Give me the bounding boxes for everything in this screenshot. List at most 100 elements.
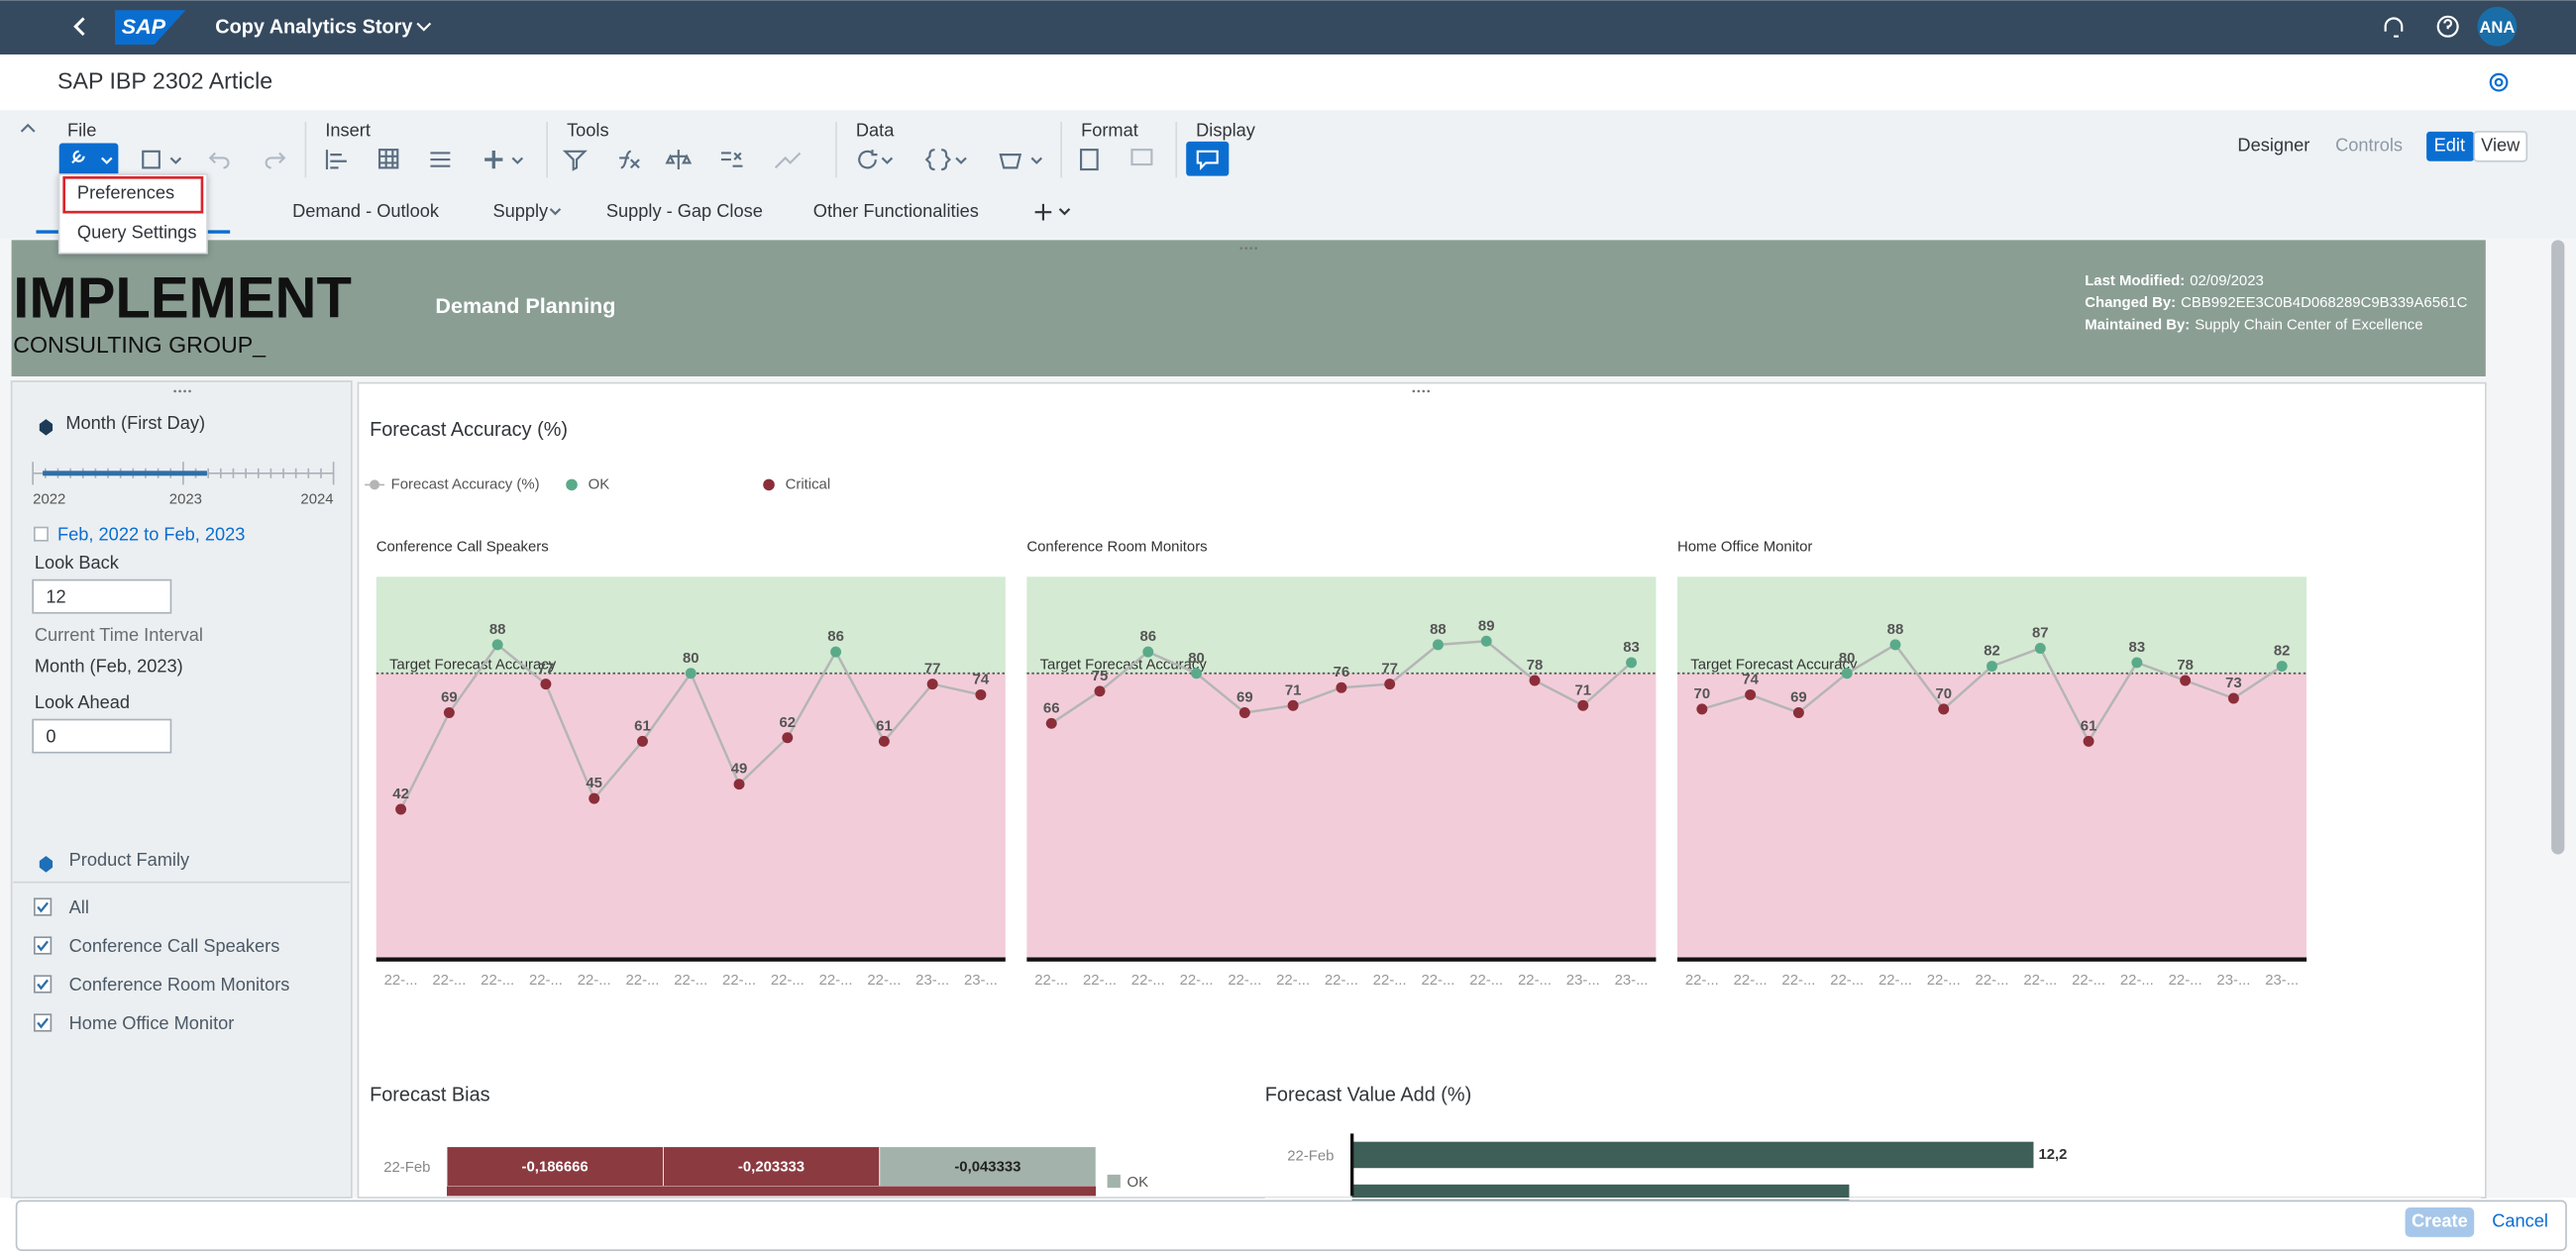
- app-title[interactable]: Copy Analytics Story: [215, 17, 412, 39]
- format-icon-2[interactable]: [1130, 149, 1153, 166]
- x-tick-label: 22-...: [1469, 972, 1503, 989]
- cancel-button[interactable]: Cancel: [2492, 1210, 2548, 1231]
- x-tick-label: 22-...: [771, 972, 805, 989]
- point: [1529, 675, 1541, 686]
- create-button[interactable]: [2405, 1207, 2475, 1237]
- help-icon[interactable]: [2436, 15, 2459, 38]
- cell-label: -0,043333: [954, 1158, 1020, 1175]
- legend-label: OK: [1127, 1174, 1149, 1191]
- data-label: 78: [1527, 657, 1544, 674]
- x-tick-label: 22-...: [432, 972, 466, 989]
- format-icon[interactable]: [1079, 149, 1099, 171]
- data-label: 71: [1285, 681, 1302, 698]
- back-button[interactable]: [73, 17, 85, 37]
- timeline-label: 2022: [33, 490, 65, 507]
- file-button[interactable]: [58, 143, 119, 176]
- add-icon[interactable]: [484, 150, 503, 169]
- data-label: 61: [2081, 717, 2097, 734]
- point: [2034, 643, 2046, 654]
- meta-line: Maintained By: Supply Chain Center of Exc…: [2085, 317, 2422, 334]
- cell-label: -0,203333: [738, 1158, 805, 1175]
- tab[interactable]: Other Functionalities: [813, 200, 979, 221]
- save-icon[interactable]: [142, 150, 161, 169]
- edit-toggle[interactable]: [2426, 131, 2475, 161]
- data-label: 87: [2032, 624, 2049, 641]
- toolbar-separators: [304, 121, 1178, 178]
- collapse-toolbar[interactable]: [20, 123, 36, 133]
- view-toggle[interactable]: [2473, 131, 2528, 162]
- input: [32, 718, 172, 754]
- x-tick-label: 22-...: [1976, 972, 2009, 989]
- title-chevron[interactable]: [416, 22, 432, 32]
- data-label: 77: [1381, 661, 1398, 678]
- designer-mode[interactable]: Designer: [2237, 135, 2309, 156]
- checkbox: [33, 1013, 53, 1032]
- timeline-label: 2024: [300, 490, 333, 507]
- balance-icon[interactable]: [665, 150, 693, 170]
- point: [491, 639, 503, 651]
- meta-label: Maintained By:: [2085, 317, 2190, 334]
- story-title: SAP IBP 2302 Article: [57, 67, 272, 93]
- legend-marker: [566, 478, 578, 491]
- table-icon[interactable]: [377, 149, 399, 169]
- point: [1191, 668, 1203, 680]
- controls-mode[interactable]: Controls: [2335, 135, 2403, 156]
- legend-label: Critical: [786, 475, 831, 492]
- formula-icon[interactable]: [619, 150, 640, 169]
- point: [1094, 685, 1106, 697]
- critical-band: [1676, 673, 2308, 960]
- point: [2227, 692, 2239, 704]
- point: [1577, 699, 1589, 711]
- checkbox: [33, 936, 53, 955]
- checkbox-label: Home Office Monitor: [69, 1012, 235, 1033]
- data-label: 62: [780, 714, 797, 731]
- script-icon[interactable]: [924, 149, 951, 171]
- filter-icon[interactable]: [562, 150, 588, 171]
- menu-item[interactable]: Query Settings: [77, 222, 197, 243]
- tab[interactable]: Demand - Outlook: [292, 200, 440, 221]
- refresh-icon[interactable]: [858, 150, 878, 169]
- x-tick-label: 23-...: [2216, 972, 2250, 989]
- x-tick-label: 22-...: [1781, 972, 1815, 989]
- tab[interactable]: Supply - Gap Close: [606, 200, 763, 221]
- menu-item[interactable]: Preferences: [77, 182, 174, 203]
- tab[interactable]: Supply: [492, 200, 549, 221]
- input-value: 12: [46, 586, 65, 607]
- control-icon[interactable]: [430, 152, 451, 167]
- field-label: Look Ahead: [35, 691, 130, 712]
- help-headset[interactable]: [2384, 17, 2404, 38]
- transform-icon[interactable]: [720, 152, 743, 167]
- x-tick-label: 22-...: [1083, 972, 1117, 989]
- legend-swatch: [1107, 1174, 1121, 1189]
- settings-icon[interactable]: [2489, 72, 2509, 92]
- avatar[interactable]: [2477, 6, 2518, 47]
- data-label: 69: [1790, 688, 1807, 705]
- scrollbar[interactable]: [2551, 240, 2565, 855]
- chart-icon[interactable]: [325, 150, 347, 170]
- drag-handle: [188, 389, 191, 393]
- link-icon[interactable]: [774, 152, 802, 169]
- undo-icon[interactable]: [208, 152, 230, 169]
- redo-icon[interactable]: [265, 152, 286, 169]
- x-tick-label: 22-...: [1734, 972, 1768, 989]
- checkbox: [33, 975, 53, 994]
- panel-title: Home Office Monitor: [1677, 538, 1812, 555]
- data-label: 74: [973, 671, 990, 687]
- comment-button[interactable]: [1186, 141, 1230, 176]
- x-tick-label: 22-...: [2169, 972, 2202, 989]
- heat-cell-row2: [447, 1186, 1096, 1197]
- pipe-icon[interactable]: [999, 154, 1022, 169]
- x-tick-label: 22-...: [1276, 972, 1310, 989]
- input: [32, 578, 172, 614]
- point: [782, 732, 794, 744]
- ok-band: [376, 576, 1006, 674]
- edit-text: Edit: [2434, 135, 2465, 156]
- add-tab[interactable]: [1034, 203, 1071, 221]
- x-tick-label: 22-...: [481, 972, 514, 989]
- point: [1432, 639, 1444, 651]
- meta-label: Last Modified:: [2085, 272, 2185, 289]
- avatar-text: ANA: [2479, 18, 2515, 37]
- checkbox-label: Conference Room Monitors: [69, 974, 290, 995]
- sap-logo: [115, 10, 186, 46]
